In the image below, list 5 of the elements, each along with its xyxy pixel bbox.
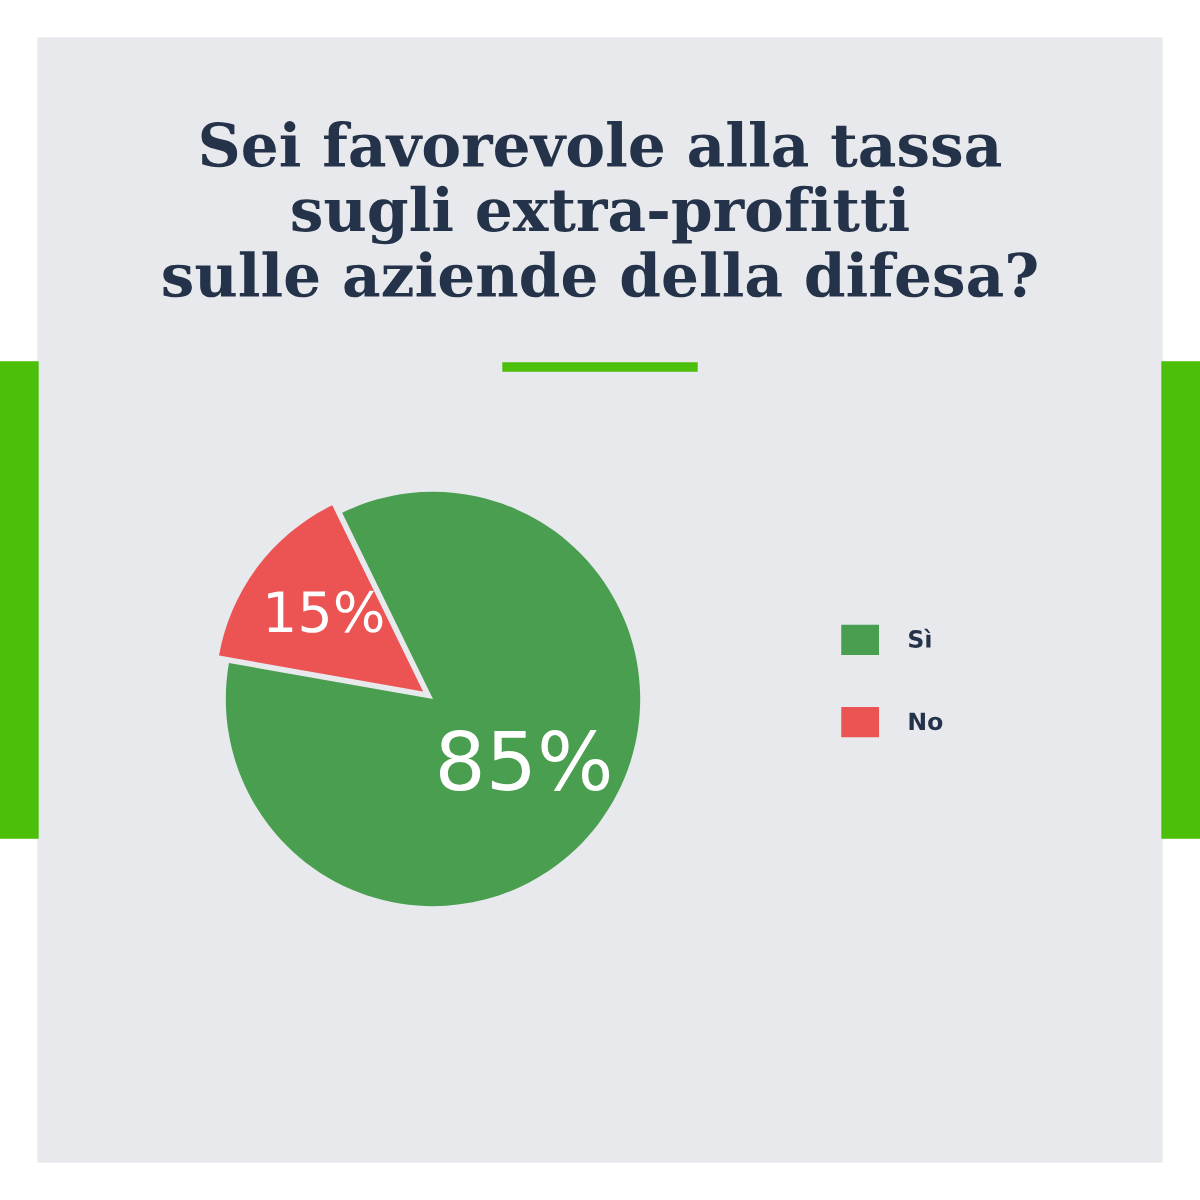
data-label: 85%	[439, 730, 610, 791]
legend-label: No	[909, 712, 943, 731]
data-label: 15%	[268, 590, 383, 633]
chart-title: Sei favorevole alla tassa sugli extra-profitti sulle aziende della difesa?	[163, 121, 1037, 298]
legend-label: Sì	[909, 628, 931, 648]
